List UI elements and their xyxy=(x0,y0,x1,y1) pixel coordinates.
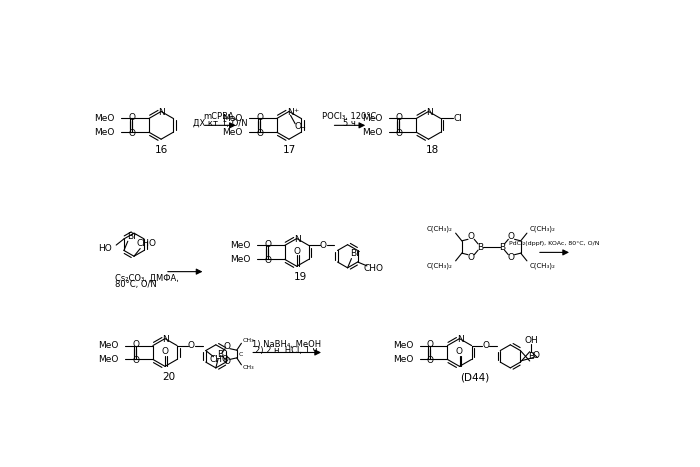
Text: Cl: Cl xyxy=(453,114,462,123)
Text: C(CH₃)₂: C(CH₃)₂ xyxy=(530,262,556,269)
Text: MeO: MeO xyxy=(362,128,382,137)
Text: O: O xyxy=(319,241,326,250)
Text: N: N xyxy=(158,108,165,117)
Text: O: O xyxy=(132,340,139,349)
Text: N: N xyxy=(426,108,433,117)
Text: PdCl₂(dppf), KOAc, 80°C, O/N: PdCl₂(dppf), KOAc, 80°C, O/N xyxy=(509,241,599,246)
Text: O: O xyxy=(256,128,263,138)
Text: O: O xyxy=(468,232,475,241)
Text: O: O xyxy=(456,347,463,356)
Text: 18: 18 xyxy=(426,145,439,155)
Text: O: O xyxy=(427,356,434,365)
Text: O: O xyxy=(224,357,231,366)
Text: N: N xyxy=(287,108,294,117)
Text: 19: 19 xyxy=(294,272,307,282)
Text: O: O xyxy=(162,347,169,356)
Text: O: O xyxy=(427,340,434,349)
Text: B: B xyxy=(477,242,484,252)
Text: CHO: CHO xyxy=(136,240,156,248)
Text: N: N xyxy=(162,335,169,344)
Text: C(CH₃)₂: C(CH₃)₂ xyxy=(427,262,452,269)
Text: O: O xyxy=(293,247,300,256)
Text: Br: Br xyxy=(127,232,136,241)
Text: MeO: MeO xyxy=(230,241,251,250)
Text: Cs₂CO₃, ДМФА,: Cs₂CO₃, ДМФА, xyxy=(115,273,178,282)
Text: CHO: CHO xyxy=(363,264,383,273)
Text: C: C xyxy=(238,352,243,356)
Text: mCPBA,: mCPBA, xyxy=(203,112,237,120)
Text: 1) NaBH₄, MeOH: 1) NaBH₄, MeOH xyxy=(252,340,321,348)
Text: 17: 17 xyxy=(282,145,295,155)
Text: −: − xyxy=(299,126,305,131)
Text: 80°C, O/N: 80°C, O/N xyxy=(115,280,156,289)
Text: CH₃: CH₃ xyxy=(243,338,255,343)
Text: O: O xyxy=(468,253,475,262)
Text: Br: Br xyxy=(351,249,360,258)
Text: MeO: MeO xyxy=(362,114,382,123)
Text: MeO: MeO xyxy=(94,128,115,137)
Text: O: O xyxy=(396,128,403,138)
Text: O: O xyxy=(129,128,136,138)
Text: 5 ч: 5 ч xyxy=(343,119,356,128)
Text: MeO: MeO xyxy=(99,341,119,350)
Text: MeO: MeO xyxy=(99,355,119,364)
Text: O: O xyxy=(129,113,136,122)
Text: O: O xyxy=(264,240,271,249)
Text: O: O xyxy=(264,255,271,265)
Text: MeO: MeO xyxy=(223,128,243,137)
Text: O: O xyxy=(132,356,139,365)
Text: O: O xyxy=(224,342,231,351)
Text: CH₃: CH₃ xyxy=(243,365,255,370)
Text: ДХ кт. t, O/N: ДХ кт. t, O/N xyxy=(193,119,247,127)
Text: O: O xyxy=(482,341,489,350)
Text: N: N xyxy=(457,335,463,344)
Text: B: B xyxy=(499,242,505,252)
Text: CHO: CHO xyxy=(210,355,230,364)
Text: C(CH₃)₂: C(CH₃)₂ xyxy=(427,225,452,232)
Text: POCl₃, 120°C: POCl₃, 120°C xyxy=(322,112,377,120)
Text: 20: 20 xyxy=(162,372,176,382)
Text: MeO: MeO xyxy=(393,341,413,350)
Text: 2) 2 н. HCl, 1 ч: 2) 2 н. HCl, 1 ч xyxy=(256,347,318,355)
Text: B: B xyxy=(216,349,223,359)
Text: O: O xyxy=(295,122,302,131)
Text: O: O xyxy=(256,113,263,122)
Text: O: O xyxy=(508,232,515,241)
Text: OH: OH xyxy=(524,336,538,345)
Text: O: O xyxy=(396,113,403,122)
Text: MeO: MeO xyxy=(393,355,413,364)
Text: MeO: MeO xyxy=(230,255,251,264)
Text: MeO: MeO xyxy=(94,114,115,123)
Text: O: O xyxy=(508,253,515,262)
Text: HO: HO xyxy=(98,244,111,254)
Text: +: + xyxy=(293,108,299,113)
Text: (D44): (D44) xyxy=(461,372,489,382)
Text: MeO: MeO xyxy=(223,114,243,123)
Text: 16: 16 xyxy=(155,145,168,155)
Text: O: O xyxy=(188,341,195,350)
Text: B: B xyxy=(528,352,534,361)
Text: C(CH₃)₂: C(CH₃)₂ xyxy=(530,225,556,232)
Text: O: O xyxy=(533,352,540,361)
Text: N: N xyxy=(294,235,301,244)
